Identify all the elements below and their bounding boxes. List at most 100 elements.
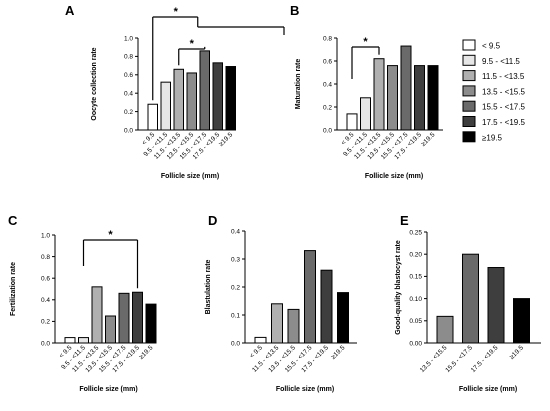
bar bbox=[337, 292, 349, 344]
legend-swatch bbox=[462, 70, 476, 82]
bar bbox=[225, 66, 236, 131]
y-axis-label: Oocyte collection rate bbox=[91, 47, 98, 120]
legend-swatch bbox=[462, 85, 476, 97]
bar bbox=[427, 65, 439, 131]
y-axis-label: Good-quality blastocyst rate bbox=[395, 240, 402, 335]
bar bbox=[271, 303, 283, 344]
bar bbox=[414, 65, 425, 131]
panel-label: E bbox=[400, 213, 409, 228]
bar bbox=[287, 308, 300, 344]
bar bbox=[387, 65, 398, 131]
panel-label: D bbox=[208, 213, 217, 228]
y-tick-label: 0.1 bbox=[231, 312, 240, 319]
bar bbox=[105, 315, 116, 344]
bar bbox=[64, 337, 76, 344]
bar bbox=[254, 336, 267, 344]
significance-marker: * bbox=[108, 229, 113, 241]
y-tick-label: 0.4 bbox=[323, 81, 332, 88]
panel-e: E 0.00 0.05 0.10 0.15 0.20 0.25 Good-quality bl… bbox=[395, 213, 541, 393]
y-tick-label: 0.2 bbox=[231, 284, 240, 291]
y-tick-label: 0.6 bbox=[41, 276, 50, 283]
y-tick-label: 0.6 bbox=[124, 72, 133, 79]
legend-label: 17.5 - <19.5 bbox=[482, 118, 525, 127]
bar bbox=[160, 81, 171, 131]
significance-marker: * bbox=[190, 38, 195, 50]
legend-swatch bbox=[462, 116, 476, 127]
panel-label: B bbox=[290, 3, 299, 18]
legend-swatch bbox=[462, 54, 476, 66]
bar bbox=[199, 50, 210, 131]
bar bbox=[462, 253, 479, 344]
legend-swatch bbox=[462, 100, 476, 112]
y-tick-label: 0.0 bbox=[231, 340, 240, 347]
bar bbox=[173, 68, 184, 131]
bar bbox=[487, 267, 505, 344]
legend: < 9.5 9.5 - <11.5 11.5 - <13.5 13.5 - <15.5… bbox=[462, 39, 525, 143]
bar bbox=[145, 303, 157, 344]
y-tick-label: 0.0 bbox=[323, 127, 332, 134]
x-axis-label: Follicle size (mm) bbox=[365, 173, 423, 180]
y-axis-label: Maturation rate bbox=[295, 59, 302, 110]
bar bbox=[212, 62, 223, 131]
x-tick-label: ≥19.5 bbox=[508, 344, 525, 361]
y-tick-label: 0.0 bbox=[124, 127, 133, 134]
x-tick-label: ≥19.5 bbox=[218, 131, 235, 148]
panel-label: C bbox=[8, 213, 18, 228]
bar bbox=[78, 337, 89, 344]
x-tick-label: ≥19.5 bbox=[138, 344, 155, 361]
y-axis-label: Fertilization rate bbox=[10, 262, 17, 316]
y-tick-label: 0.10 bbox=[409, 296, 422, 303]
y-tick-label: 0.4 bbox=[124, 91, 133, 98]
y-tick-label: 0.4 bbox=[231, 228, 240, 235]
bar bbox=[147, 103, 158, 131]
y-tick-label: 0.3 bbox=[231, 256, 240, 263]
legend-label: < 9.5 bbox=[482, 42, 501, 51]
bar bbox=[304, 250, 316, 344]
y-tick-label: 0.6 bbox=[323, 58, 332, 65]
bar bbox=[186, 72, 197, 131]
panel-label: A bbox=[65, 3, 75, 18]
bar bbox=[513, 298, 530, 344]
significance-bracket: * bbox=[82, 229, 139, 289]
y-tick-label: 0.15 bbox=[409, 274, 422, 281]
legend-swatch bbox=[462, 39, 476, 51]
bar bbox=[436, 315, 454, 344]
x-axis-label: Follicle size (mm) bbox=[161, 173, 219, 180]
bar bbox=[373, 58, 385, 131]
legend-label: ≥19.5 bbox=[482, 133, 503, 142]
x-tick-label: ≥19.5 bbox=[330, 344, 347, 361]
bar bbox=[91, 286, 103, 344]
y-tick-label: 0.00 bbox=[409, 340, 422, 347]
significance-bracket: * bbox=[152, 6, 285, 101]
x-tick-label: 17.5 - <19.5 bbox=[470, 344, 500, 374]
y-tick-label: 0.8 bbox=[124, 54, 133, 61]
x-axis-label: Follicle size (mm) bbox=[79, 386, 137, 393]
significance-bracket: * bbox=[351, 36, 380, 79]
x-axis-label: Follicle size (mm) bbox=[459, 386, 517, 393]
significance-marker: * bbox=[363, 36, 368, 48]
y-tick-label: 0.2 bbox=[323, 104, 332, 111]
legend-label: 9.5 - <11.5 bbox=[482, 57, 520, 66]
y-axis-label: Blastulation rate bbox=[205, 259, 212, 314]
y-tick-label: 0.4 bbox=[41, 297, 50, 304]
y-tick-label: 0.25 bbox=[409, 229, 422, 236]
legend-label: 11.5 - <13.5 bbox=[482, 72, 525, 81]
legend-swatch bbox=[462, 131, 476, 143]
significance-bracket: * bbox=[178, 38, 206, 66]
bar bbox=[346, 113, 358, 131]
panel-a: A 0.0 0.2 0.4 0.6 0.8 1.0 Oocyte collection rat… bbox=[65, 3, 285, 180]
bar bbox=[118, 292, 130, 344]
bar bbox=[360, 97, 371, 131]
bar bbox=[320, 269, 333, 344]
y-tick-label: 1.0 bbox=[124, 35, 133, 42]
y-tick-label: 0.8 bbox=[41, 254, 50, 261]
y-tick-label: 0.8 bbox=[323, 35, 332, 42]
y-tick-label: 0.0 bbox=[41, 340, 50, 347]
y-tick-label: 0.20 bbox=[409, 252, 422, 259]
y-tick-label: 0.05 bbox=[409, 318, 422, 325]
bar bbox=[132, 291, 143, 344]
